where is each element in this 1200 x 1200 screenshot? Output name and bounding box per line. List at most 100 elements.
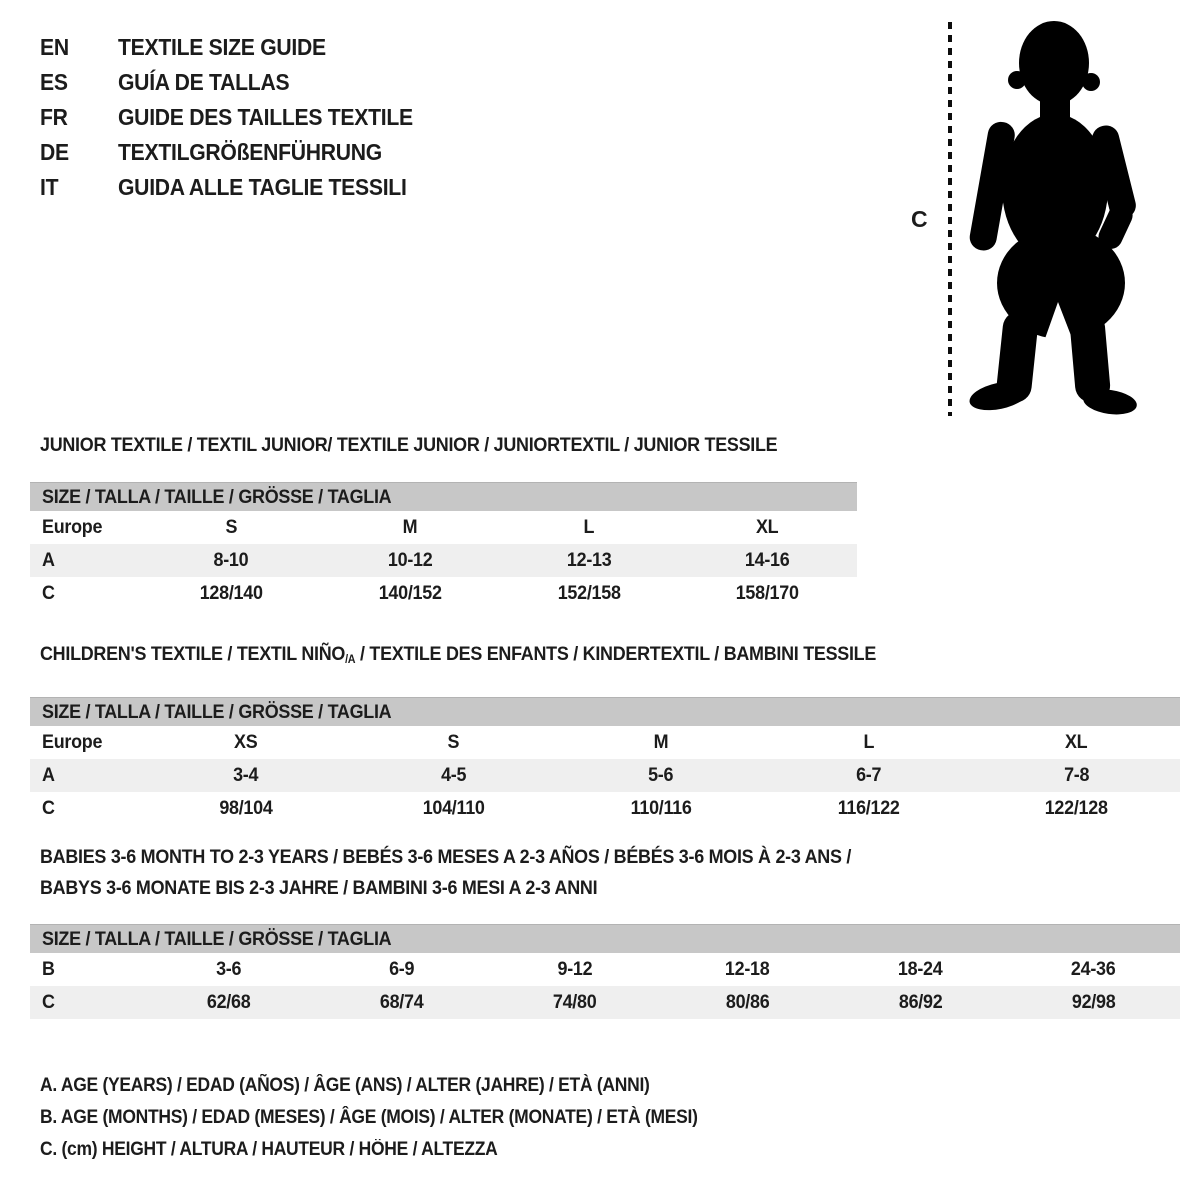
size-cell: M (402, 516, 418, 538)
lang-code: EN (40, 34, 69, 60)
size-cell: 86/92 (898, 991, 943, 1013)
lang-row-en: EN TEXTILE SIZE GUIDE (40, 30, 439, 65)
junior-textile-section: JUNIOR TEXTILE / TEXTIL JUNIOR/ TEXTILE … (30, 434, 857, 610)
lang-row-de: DE TEXTILGRÖßENFÜHRUNG (40, 135, 439, 170)
footnote-b: B. AGE (MONTHS) / EDAD (MESES) / ÂGE (MO… (40, 1107, 698, 1128)
size-cell: 3-4 (233, 763, 259, 786)
children-size-table: SIZE / TALLA / TAILLE / GRÖSSE / TAGLIA … (30, 696, 1180, 825)
size-header-label: SIZE / TALLA / TAILLE / GRÖSSE / TAGLIA (42, 486, 392, 508)
table-row-c: C 128/140 140/152 152/158 158/170 (30, 577, 857, 610)
size-cell: 122/128 (1044, 796, 1108, 819)
section-title-line: BABIES 3-6 MONTH TO 2-3 YEARS / BEBÉS 3-… (40, 846, 852, 868)
size-cell: 116/122 (837, 796, 900, 819)
size-cell: S (447, 730, 460, 753)
row-label: Europe (42, 516, 103, 538)
size-cell: 92/98 (1071, 991, 1116, 1013)
table-row-c: C 98/104 104/110 110/116 116/122 122/128 (30, 792, 1180, 825)
size-cell: 8-10 (213, 549, 249, 571)
row-label: Europe (42, 730, 103, 753)
size-cell: 158/170 (736, 582, 800, 604)
row-label: A (42, 549, 55, 571)
table-row-europe: Europe XS S M L XL (30, 726, 1180, 759)
row-label: C (42, 796, 55, 819)
children-textile-section: CHILDREN'S TEXTILE / TEXTIL NIÑO/A / TEX… (30, 643, 1180, 825)
size-cell: 128/140 (199, 582, 263, 604)
language-title-list: EN TEXTILE SIZE GUIDE ES GUÍA DE TALLAS … (40, 30, 439, 205)
size-header-bar: SIZE / TALLA / TAILLE / GRÖSSE / TAGLIA (30, 482, 857, 511)
lang-title: GUIDA ALLE TAGLIE TESSILI (118, 174, 407, 200)
size-cell: 10-12 (387, 549, 433, 571)
size-cell: 24-36 (1071, 958, 1116, 980)
section-title-babies: BABIES 3-6 MONTH TO 2-3 YEARS / BEBÉS 3-… (40, 842, 1200, 904)
size-header-bar: SIZE / TALLA / TAILLE / GRÖSSE / TAGLIA (30, 924, 1180, 953)
babies-size-table: SIZE / TALLA / TAILLE / GRÖSSE / TAGLIA … (30, 924, 1180, 1019)
size-header-bar: SIZE / TALLA / TAILLE / GRÖSSE / TAGLIA (30, 696, 1180, 726)
size-cell: 110/116 (630, 796, 692, 819)
junior-size-table: SIZE / TALLA / TAILLE / GRÖSSE / TAGLIA … (30, 482, 857, 610)
lang-code: DE (40, 139, 69, 165)
size-cell: 6-9 (388, 958, 415, 980)
size-cell: L (583, 516, 595, 538)
height-measure-label: C (911, 206, 928, 232)
size-cell: 140/152 (378, 582, 442, 604)
size-cell: 12-13 (566, 549, 612, 571)
table-rows: Europe S M L XL A 8-10 10-12 12-13 14-16 C 128/140 1… (30, 511, 857, 610)
table-row-a: A 8-10 10-12 12-13 14-16 (30, 544, 857, 577)
size-cell: 14-16 (745, 549, 790, 571)
toddler-silhouette-image (969, 21, 1137, 415)
row-label: A (42, 763, 55, 786)
row-label: C (42, 582, 55, 604)
babies-textile-section: BABIES 3-6 MONTH TO 2-3 YEARS / BEBÉS 3-… (30, 842, 1200, 1019)
table-row-b: B 3-6 6-9 9-12 12-18 18-24 24-36 (30, 953, 1180, 986)
size-cell: XL (756, 516, 779, 538)
lang-row-es: ES GUÍA DE TALLAS (40, 65, 439, 100)
size-cell: 62/68 (206, 991, 251, 1013)
size-cell: 104/110 (422, 796, 485, 819)
size-cell: M (653, 730, 669, 753)
row-label: B (42, 958, 55, 980)
size-header-label: SIZE / TALLA / TAILLE / GRÖSSE / TAGLIA (42, 700, 392, 723)
size-cell: S (225, 516, 238, 538)
size-cell: L (863, 730, 874, 753)
size-cell: 3-6 (215, 958, 242, 980)
lang-row-it: IT GUIDA ALLE TAGLIE TESSILI (40, 170, 439, 205)
size-cell: 80/86 (725, 991, 770, 1013)
size-cell: 5-6 (648, 763, 674, 786)
table-rows: B 3-6 6-9 9-12 12-18 18-24 24-36 C 62/68 68/74 74/… (30, 953, 1180, 1019)
table-row-europe: Europe S M L XL (30, 511, 857, 544)
legend-footnotes: A. AGE (YEARS) / EDAD (AÑOS) / ÂGE (ANS)… (40, 1070, 755, 1166)
lang-code: ES (40, 69, 68, 95)
footnote-a: A. AGE (YEARS) / EDAD (AÑOS) / ÂGE (ANS)… (40, 1075, 650, 1096)
section-title-children: CHILDREN'S TEXTILE / TEXTIL NIÑO/A / TEX… (40, 643, 1180, 671)
lang-title: TEXTILE SIZE GUIDE (118, 34, 326, 60)
height-measure-dashed-line (948, 22, 952, 416)
lang-row-fr: FR GUIDE DES TAILLES TEXTILE (40, 100, 439, 135)
section-title-line: CHILDREN'S TEXTILE / TEXTIL NIÑO/A / TEX… (40, 643, 877, 666)
size-cell: 4-5 (440, 763, 466, 786)
size-cell: 12-18 (725, 958, 770, 980)
size-cell: 74/80 (552, 991, 597, 1013)
section-title-line: BABYS 3-6 MONATE BIS 2-3 JAHRE / BAMBINI… (40, 877, 598, 899)
size-header-label: SIZE / TALLA / TAILLE / GRÖSSE / TAGLIA (42, 928, 392, 950)
size-cell: XL (1064, 730, 1088, 753)
size-cell: 98/104 (219, 796, 273, 819)
footnote-c: C. (cm) HEIGHT / ALTURA / HAUTEUR / HÖHE… (40, 1139, 498, 1160)
section-title-line: JUNIOR TEXTILE / TEXTIL JUNIOR/ TEXTILE … (40, 434, 778, 456)
lang-title: TEXTILGRÖßENFÜHRUNG (118, 139, 382, 165)
row-label: C (42, 991, 55, 1013)
size-cell: 152/158 (557, 582, 621, 604)
size-cell: XS (234, 730, 258, 753)
size-cell: 18-24 (898, 958, 943, 980)
size-cell: 7-8 (1063, 763, 1089, 786)
section-title-junior: JUNIOR TEXTILE / TEXTIL JUNIOR/ TEXTILE … (40, 434, 857, 456)
size-cell: 9-12 (557, 958, 592, 980)
size-cell: 6-7 (856, 763, 882, 786)
table-rows: Europe XS S M L XL A 3-4 4-5 5-6 6-7 7-8 C 98/104 104/… (30, 726, 1180, 825)
lang-code: IT (40, 174, 59, 200)
table-row-a: A 3-4 4-5 5-6 6-7 7-8 (30, 758, 1180, 792)
lang-title: GUÍA DE TALLAS (118, 69, 290, 95)
lang-title: GUIDE DES TAILLES TEXTILE (118, 104, 413, 130)
table-row-c: C 62/68 68/74 74/80 80/86 86/92 92/98 (30, 986, 1180, 1019)
size-cell: 68/74 (379, 991, 424, 1013)
